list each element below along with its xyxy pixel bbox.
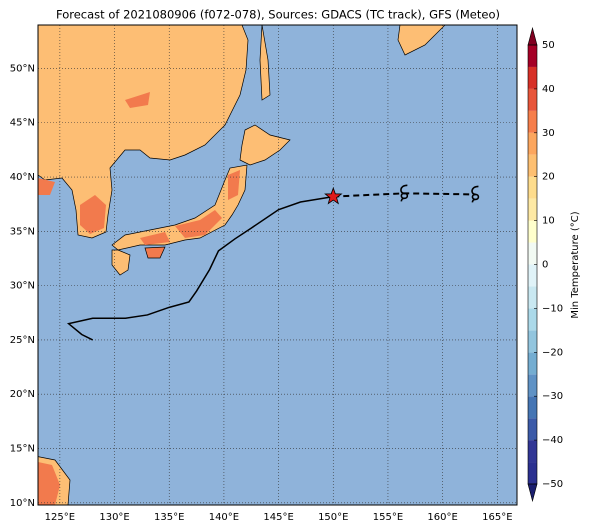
colorbar-tick-label: 40 [542,84,555,95]
colorbar-band [528,308,537,331]
lat-tick-label: 40°N [10,172,35,183]
colorbar-band [528,110,537,133]
lon-tick-label: 130°E [99,512,129,523]
colorbar-band [528,440,537,463]
colorbar-extend-bottom [527,483,538,503]
colorbar-band [528,462,537,484]
colorbar: 50 40 30 20 10 0 −10 −20 −30 −40 −50 [527,26,563,503]
lon-tick-label: 145°E [263,512,293,523]
colorbar-band [528,176,537,199]
lat-tick-label: 35°N [10,226,35,237]
colorbar-band [528,220,537,243]
colorbar-tick-label: 20 [542,172,555,183]
lat-tick-label: 30°N [10,281,35,292]
colorbar-band [528,418,537,441]
colorbar-tick-label: −30 [542,391,563,402]
lat-tick-label: 15°N [10,444,35,455]
colorbar-band [528,242,537,265]
colorbar-tick-label: −20 [542,347,563,358]
colorbar-label: Min Temperature (°C) [570,211,581,318]
graticule [38,25,517,505]
storm-track [66,184,480,341]
colorbar-tick-label: −10 [542,303,563,314]
past-track [66,195,334,341]
lon-tick-label: 140°E [209,512,239,523]
colorbar-band [528,330,537,353]
colorbar-tick-label: 0 [542,260,548,271]
lon-tick-label: 135°E [154,512,184,523]
colorbar-tick-label: 10 [542,216,555,227]
colorbar-tick-label: −50 [542,479,563,490]
colorbar-band [528,396,537,419]
lon-tick-label: 155°E [373,512,403,523]
colorbar-band [528,352,537,375]
lat-tick-label: 50°N [10,63,35,74]
lat-tick-label: 10°N [10,498,35,509]
colorbar-band [528,198,537,221]
cyclone-symbol [400,184,409,202]
colorbar-band [528,286,537,309]
colorbar-band [528,132,537,155]
lat-tick-label: 20°N [10,389,35,400]
colorbar-band [528,88,537,111]
map-title: Forecast of 2021080906 (f072-078), Sourc… [56,8,500,22]
colorbar-band [528,264,537,287]
colorbar-tick-label: 50 [542,40,555,51]
colorbar-band [528,66,537,89]
lon-tick-label: 150°E [318,512,348,523]
colorbar-band [528,45,537,67]
colorbar-tick-label: 30 [542,128,555,139]
colorbar-tick-label: −40 [542,435,563,446]
land [38,25,446,505]
lat-tick-label: 25°N [10,335,35,346]
lat-tick-label: 45°N [10,118,35,129]
colorbar-band [528,154,537,177]
lon-tick-label: 125°E [45,512,75,523]
lon-tick-label: 160°E [427,512,457,523]
colorbar-band [528,374,537,397]
current-position [324,186,343,205]
map-frame [37,24,518,506]
lon-tick-label: 165°E [482,512,512,523]
colorbar-extend-top [527,26,538,46]
cyclone-symbol [471,185,480,203]
